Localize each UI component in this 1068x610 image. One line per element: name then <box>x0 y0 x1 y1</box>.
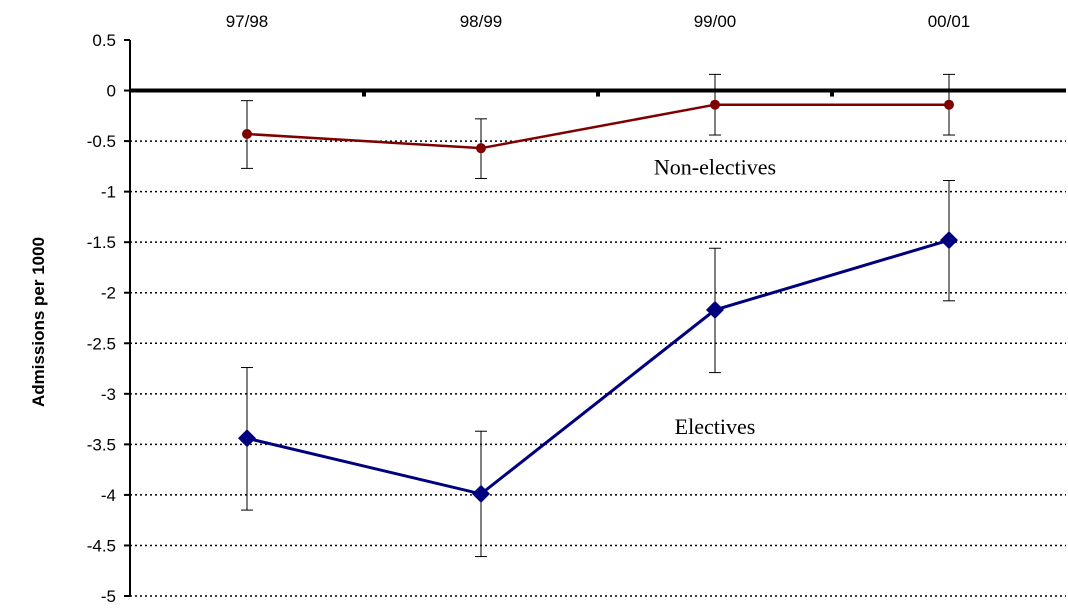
x-tick-labels: 97/98 98/99 99/00 00/01 <box>226 12 971 31</box>
series-1 <box>241 73 955 179</box>
annotations: Non-electives Electives <box>654 154 776 439</box>
y-tick-label: -3.5 <box>87 435 116 454</box>
series-line <box>246 103 949 150</box>
y-tick-label: -1.5 <box>87 233 116 252</box>
y-tick-label: -1 <box>101 183 116 202</box>
data-point <box>940 231 958 250</box>
data-point <box>944 99 954 110</box>
x-tick-label: 97/98 <box>226 12 269 31</box>
y-tick-label: -3 <box>101 385 116 404</box>
data-point <box>476 143 486 154</box>
y-tick-label: 0.5 <box>92 31 116 50</box>
x-tick-label: 00/01 <box>928 12 971 31</box>
data-point <box>242 129 252 140</box>
axes <box>124 39 1066 597</box>
series-annotation: Non-electives <box>654 154 776 179</box>
y-tick-label: -0.5 <box>87 132 116 151</box>
y-tick-label: -4 <box>101 486 116 505</box>
data-point <box>238 429 256 448</box>
y-tick-label: -2.5 <box>87 334 116 353</box>
x-tick-label: 99/00 <box>694 12 737 31</box>
series-line <box>246 238 950 496</box>
x-tick-label: 98/99 <box>460 12 503 31</box>
series-group <box>238 73 958 558</box>
data-point <box>710 99 720 110</box>
y-tick-label: -5 <box>101 587 116 606</box>
gridlines <box>130 140 1066 597</box>
y-tick-label: 0 <box>107 82 116 101</box>
y-tick-labels: 0.5 0 -0.5 -1 -1.5 -2 -2.5 -3 -3.5 -4 -4.5 -5 <box>87 31 116 606</box>
y-tick-label: -2 <box>101 284 116 303</box>
y-tick-label: -4.5 <box>87 536 116 555</box>
data-point <box>706 300 724 319</box>
y-axis-label: Admissions per 1000 <box>29 237 48 407</box>
data-point <box>472 484 490 503</box>
series-annotation: Electives <box>675 414 756 439</box>
series-2 <box>238 180 958 558</box>
